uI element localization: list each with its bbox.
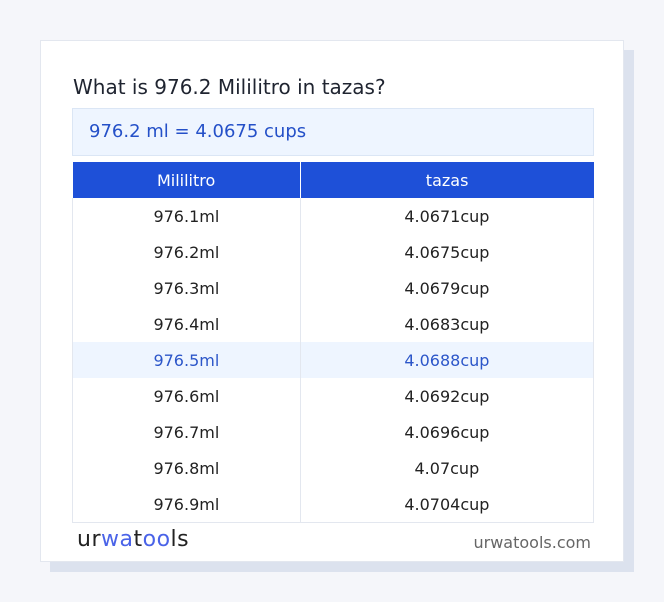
table-row: 976.9ml 4.0704cup (72, 486, 595, 523)
cups-cell: 4.0675cup (299, 234, 595, 270)
ml-cell: 976.8ml (72, 450, 301, 486)
urwatools-logo[interactable]: urwatools (77, 527, 190, 552)
cups-cell: 4.0696cup (299, 414, 595, 450)
page-title: What is 976.2 Mililitro in tazas? (73, 75, 386, 99)
site-link[interactable]: urwatools.com (473, 533, 592, 552)
cups-cell: 4.0679cup (299, 270, 595, 306)
ml-cell: 976.4ml (72, 306, 301, 342)
column-header-mililitro: Mililitro (72, 162, 301, 198)
table-row: 976.3ml 4.0679cup (72, 270, 595, 306)
ml-cell: 976.7ml (72, 414, 301, 450)
table-row: 976.7ml 4.0696cup (72, 414, 595, 450)
ml-cell: 976.5ml (72, 342, 301, 378)
cups-cell: 4.07cup (299, 450, 595, 486)
ml-cell: 976.1ml (72, 198, 301, 234)
conversion-table: Mililitro tazas 976.1ml 4.0671cup 976.2ml 4… (72, 162, 595, 523)
cups-cell: 4.0704cup (299, 486, 595, 523)
ml-cell: 976.6ml (72, 378, 301, 414)
ml-cell: 976.3ml (72, 270, 301, 306)
column-header-tazas: tazas (299, 162, 594, 198)
table-row: 976.6ml 4.0692cup (72, 378, 595, 414)
table-row: 976.4ml 4.0683cup (72, 306, 595, 342)
cups-cell: 4.0692cup (299, 378, 595, 414)
ml-cell: 976.9ml (72, 486, 301, 523)
table-row: 976.1ml 4.0671cup (72, 198, 595, 234)
ml-cell: 976.2ml (72, 234, 301, 270)
table-row: 976.5ml 4.0688cup (72, 342, 595, 378)
converter-card: What is 976.2 Mililitro in tazas? 976.2 … (40, 40, 624, 562)
cups-cell: 4.0671cup (299, 198, 595, 234)
table-row: 976.2ml 4.0675cup (72, 234, 595, 270)
cups-cell: 4.0683cup (299, 306, 595, 342)
table-row: 976.8ml 4.07cup (72, 450, 595, 486)
result-box: 976.2 ml = 4.0675 cups (72, 108, 594, 156)
cups-cell: 4.0688cup (299, 342, 595, 378)
